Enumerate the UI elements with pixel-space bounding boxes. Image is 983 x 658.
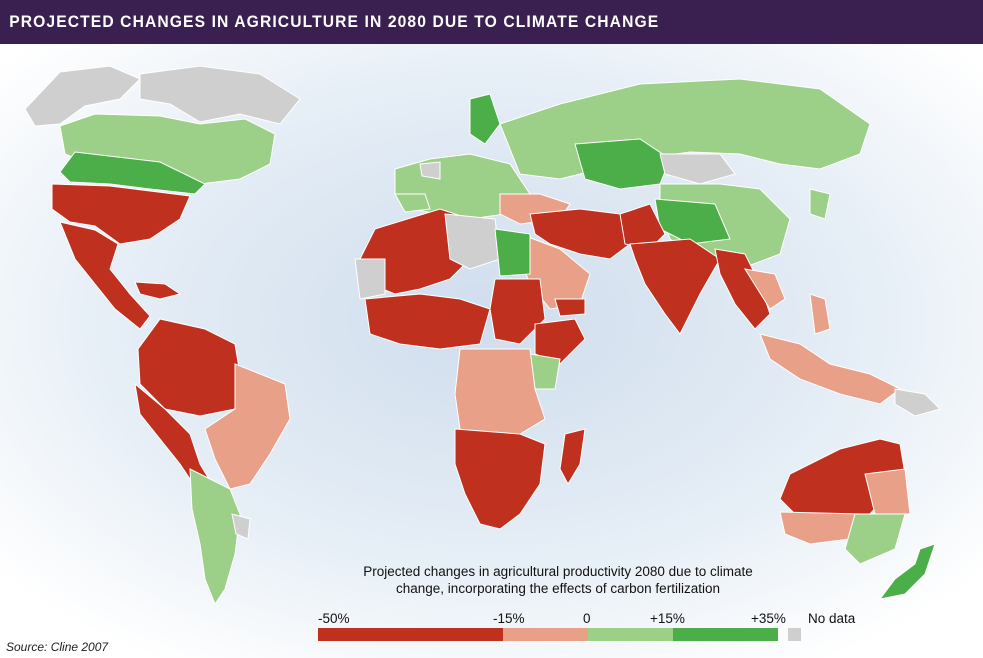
region-japan bbox=[809, 188, 831, 220]
legend-tick-plus35: +35% bbox=[751, 611, 786, 626]
legend-swatch-strong-gain bbox=[673, 628, 778, 641]
region-western-sahara bbox=[354, 258, 386, 300]
legend-swatch-no-data bbox=[788, 628, 801, 641]
region-brazil bbox=[204, 363, 291, 490]
region-ethiopia bbox=[534, 318, 586, 365]
region-philippines bbox=[809, 293, 831, 335]
legend-tick-minus50: -50% bbox=[318, 611, 350, 626]
region-india bbox=[629, 238, 721, 335]
region-central-africa bbox=[454, 348, 546, 440]
region-sa-north bbox=[137, 318, 241, 417]
region-iran bbox=[529, 208, 631, 260]
region-southern-africa bbox=[454, 428, 546, 530]
source-note: Source: Cline 2007 bbox=[6, 640, 109, 654]
legend-tick-plus15: +15% bbox=[650, 611, 685, 626]
africa bbox=[354, 208, 586, 530]
region-iberia bbox=[394, 193, 431, 213]
region-arctic-canada bbox=[139, 65, 301, 125]
region-mongolia bbox=[659, 153, 736, 185]
north-america bbox=[24, 65, 301, 330]
legend-swatch-moderate-gain bbox=[588, 628, 673, 641]
region-scandinavia bbox=[469, 93, 501, 145]
region-australia-southeast bbox=[844, 513, 906, 565]
region-madagascar bbox=[559, 428, 586, 486]
region-indonesia bbox=[759, 333, 901, 405]
legend-no-data-label: No data bbox=[808, 611, 856, 626]
south-america bbox=[134, 318, 291, 606]
legend-tick-zero: 0 bbox=[583, 611, 591, 626]
legend-swatch-severe-decline bbox=[318, 628, 503, 641]
legend-title-line1: Projected changes in agricultural produc… bbox=[363, 564, 753, 579]
region-libya bbox=[444, 213, 501, 270]
region-sudan bbox=[489, 278, 546, 345]
region-australia-south bbox=[779, 511, 861, 545]
page-title: PROJECTED CHANGES IN AGRICULTURE IN 2080… bbox=[9, 12, 660, 31]
region-egypt bbox=[494, 228, 531, 277]
region-australia-east bbox=[864, 468, 911, 515]
oceania bbox=[779, 438, 936, 600]
region-se-asia bbox=[714, 248, 771, 330]
region-uruguay bbox=[231, 513, 251, 540]
region-png bbox=[894, 388, 941, 417]
legend-tick-minus15: -15% bbox=[493, 611, 525, 626]
region-yemen bbox=[554, 298, 586, 317]
legend-swatch-moderate-decline bbox=[503, 628, 588, 641]
region-argentina bbox=[189, 468, 241, 606]
region-vietnam bbox=[743, 268, 786, 310]
region-us-south bbox=[51, 183, 191, 245]
europe bbox=[394, 93, 531, 220]
region-mexico bbox=[59, 221, 151, 330]
region-uk bbox=[419, 161, 441, 180]
region-caribbean bbox=[134, 281, 182, 300]
legend-title-line2: change, incorporating the effects of car… bbox=[396, 581, 720, 596]
legend-title: Projected changes in agricultural produc… bbox=[318, 563, 798, 597]
region-sahel bbox=[364, 293, 491, 350]
region-us-north bbox=[59, 151, 206, 195]
middle-east-south-asia bbox=[499, 193, 941, 417]
region-new-zealand bbox=[878, 543, 936, 600]
region-alaska bbox=[24, 65, 141, 127]
world-map bbox=[0, 44, 983, 658]
title-bar: PROJECTED CHANGES IN AGRICULTURE IN 2080… bbox=[0, 0, 983, 44]
